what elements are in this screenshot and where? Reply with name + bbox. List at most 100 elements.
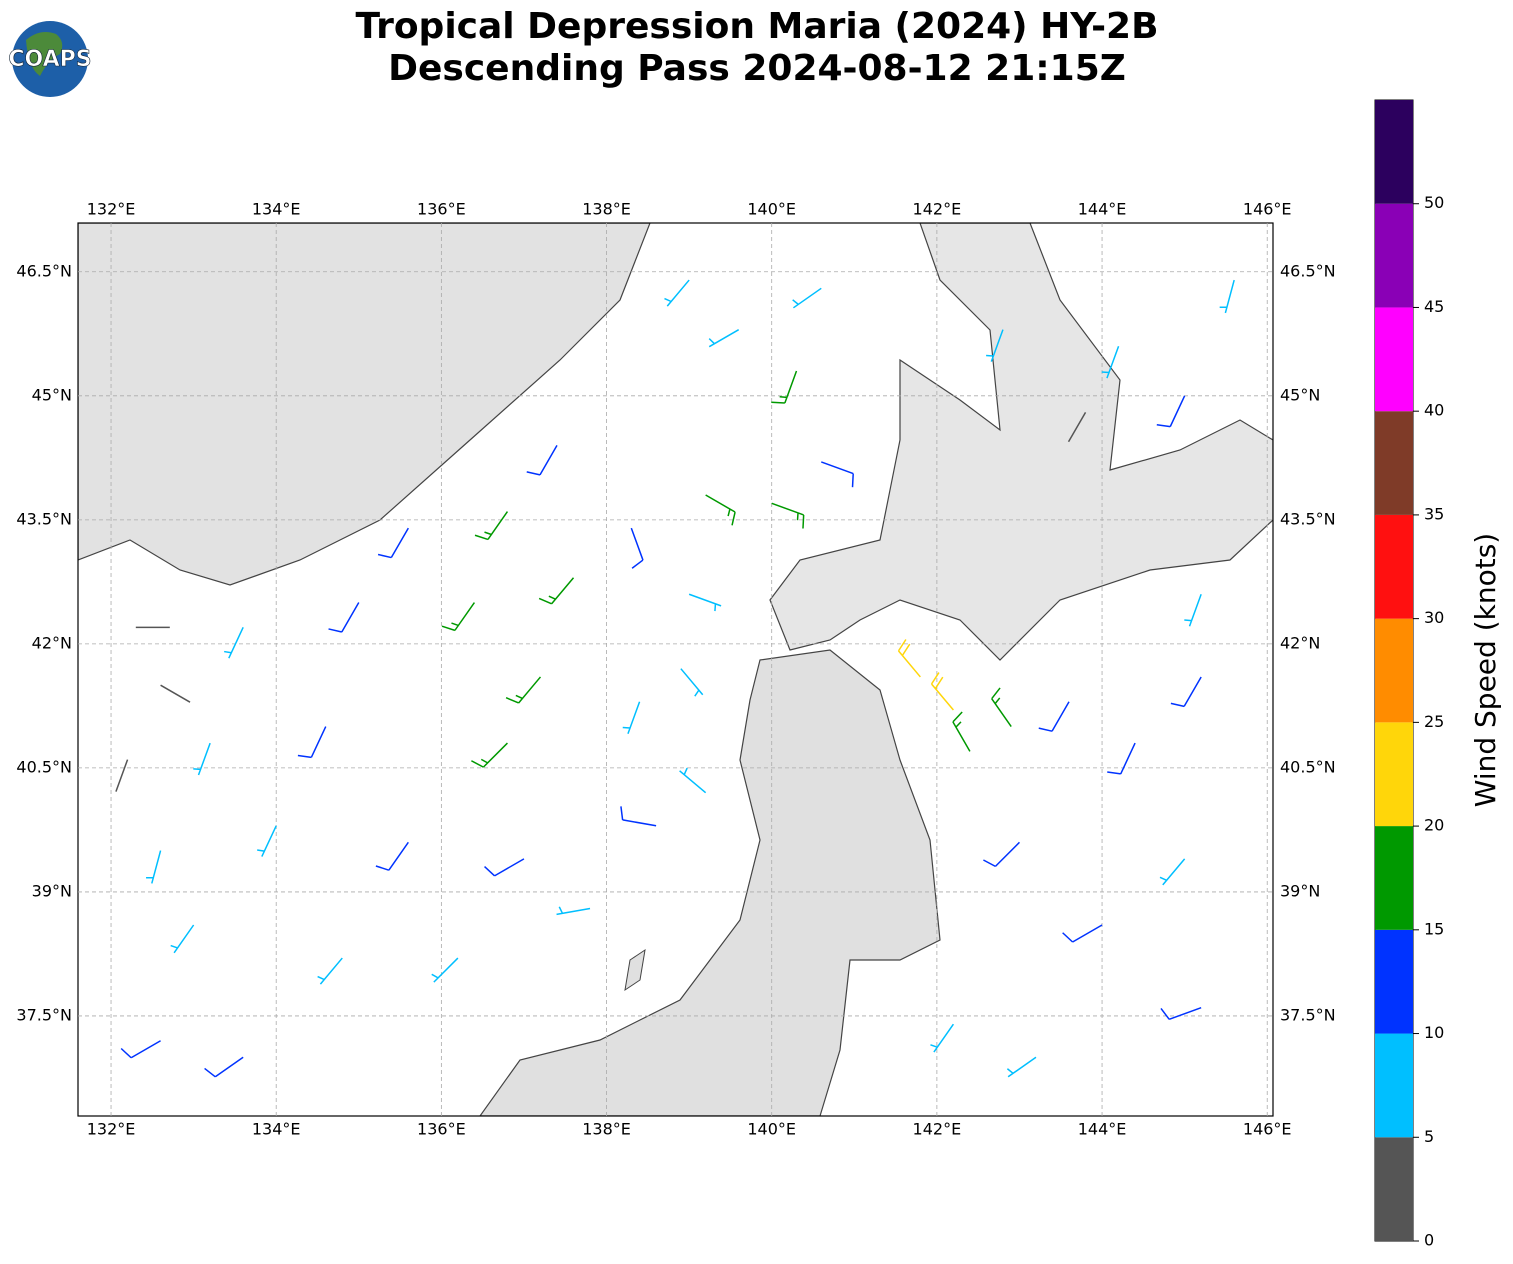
wind-barb — [170, 924, 195, 954]
y-tick-label: 37.5°N — [1280, 1005, 1336, 1024]
wind-barb — [474, 511, 509, 541]
colorbar-tick-label: 30 — [1424, 608, 1444, 627]
x-tick-label: 136°E — [417, 200, 466, 219]
wind-barb — [431, 957, 459, 983]
colorbar-tick-label: 20 — [1424, 816, 1444, 835]
sado-island — [624, 948, 646, 992]
wind-barb — [1156, 395, 1186, 428]
y-tick-label: 40.5°N — [16, 757, 72, 776]
wind-barb — [991, 687, 1012, 727]
map-frame — [77, 222, 1274, 1117]
land — [78, 223, 1273, 1116]
colorbar-segment — [1375, 307, 1413, 412]
wind-barb — [771, 370, 798, 404]
x-tick-label: 140°E — [747, 200, 796, 219]
x-tick-label: 138°E — [582, 200, 631, 219]
wind-barb — [505, 676, 542, 704]
wind-barb — [952, 711, 971, 752]
wind-barb — [664, 279, 690, 307]
colorbar-tick-label: 15 — [1424, 919, 1444, 938]
colorbar-tick-label: 50 — [1424, 193, 1444, 212]
y-tick-label: 46.5°N — [16, 261, 72, 280]
y-tick-label: 37.5°N — [16, 1005, 72, 1024]
wind-barb — [193, 742, 211, 776]
wind-barb — [630, 527, 644, 569]
wind-barb — [160, 684, 191, 703]
wind-barb — [1101, 345, 1120, 379]
wind-barb — [146, 850, 162, 884]
wind-barb — [1107, 742, 1136, 775]
logo: COAPS — [8, 21, 92, 97]
y-tick-label: 42°N — [32, 633, 72, 652]
wind-barb — [1184, 593, 1202, 627]
y-tick-label: 39°N — [32, 881, 72, 900]
wind-barb — [622, 701, 641, 734]
wind-barb — [821, 461, 854, 488]
wind-barb — [1170, 676, 1202, 708]
wind-barb — [471, 742, 508, 768]
colorbar-segment — [1375, 514, 1413, 619]
y-tick-label: 46.5°N — [1280, 261, 1336, 280]
wind-barb — [930, 1023, 955, 1053]
logo-text: COAPS — [8, 47, 91, 72]
wind-barb — [680, 668, 704, 697]
colorbar-tick-label: 5 — [1424, 1127, 1434, 1146]
colorbar-segment — [1375, 722, 1413, 827]
honshu — [479, 649, 941, 1116]
wind-barb — [120, 1040, 161, 1059]
x-tick-label: 132°E — [87, 200, 136, 219]
x-tick-label: 144°E — [1078, 200, 1127, 219]
wind-barb — [556, 906, 591, 916]
x-tick-label: 146°E — [1243, 200, 1292, 219]
colorbar-label: Wind Speed (knots) — [1469, 533, 1502, 807]
wind-barb — [1062, 924, 1103, 943]
x-tick-label: 138°E — [582, 1120, 631, 1139]
colorbar-tick-label: 45 — [1424, 297, 1444, 316]
wind-barb — [1160, 1006, 1202, 1021]
wind-barb — [1067, 411, 1087, 443]
x-tick-label: 140°E — [747, 1120, 796, 1139]
colorbar-segment — [1375, 203, 1413, 308]
colorbar-segment — [1375, 826, 1413, 930]
y-tick-label: 43.5°N — [1280, 509, 1336, 528]
title-line: Tropical Depression Maria (2024) HY-2B — [355, 6, 1158, 47]
colorbar-segment — [1375, 411, 1413, 515]
wind-barb — [930, 672, 954, 711]
title-line: Descending Pass 2024-08-12 21:15Z — [388, 48, 1126, 89]
x-tick-label: 142°E — [913, 1120, 962, 1139]
x-tick-label: 144°E — [1078, 1120, 1127, 1139]
wind-barb — [115, 759, 129, 792]
colorbar-segment — [1375, 1137, 1413, 1241]
colorbar-tick-label: 10 — [1424, 1023, 1444, 1042]
wind-barb — [538, 577, 575, 605]
wind-barb — [1159, 858, 1186, 886]
colorbar-segment — [1375, 1033, 1413, 1138]
wind-barb — [1219, 279, 1235, 314]
wind-barb — [771, 502, 805, 529]
wind-barb — [708, 329, 740, 348]
colorbar-tick-label: 0 — [1424, 1231, 1434, 1250]
x-tick-label: 132°E — [87, 1120, 136, 1139]
wind-barb — [441, 602, 476, 632]
colorbar-segment — [1375, 929, 1413, 1034]
wind-barb — [679, 767, 707, 794]
wind-barb — [377, 527, 409, 559]
hokkaido — [769, 223, 1273, 661]
wind-barb — [792, 287, 822, 309]
mainland — [78, 223, 651, 586]
colorbar-segment — [1375, 618, 1413, 723]
x-tick-label: 136°E — [417, 1120, 466, 1139]
wind-barb — [897, 639, 921, 678]
wind-barb — [204, 1056, 244, 1078]
wind-barb — [224, 627, 244, 659]
wind-barb — [688, 593, 722, 612]
wind-barb — [983, 841, 1021, 868]
y-tick-label: 42°N — [1280, 633, 1320, 652]
wind-barb — [620, 806, 657, 827]
wind-barb — [484, 858, 525, 877]
wind-barb — [317, 957, 343, 985]
wind-barb — [1038, 701, 1070, 732]
x-tick-label: 134°E — [252, 1120, 301, 1139]
wind-barb — [986, 329, 1004, 362]
